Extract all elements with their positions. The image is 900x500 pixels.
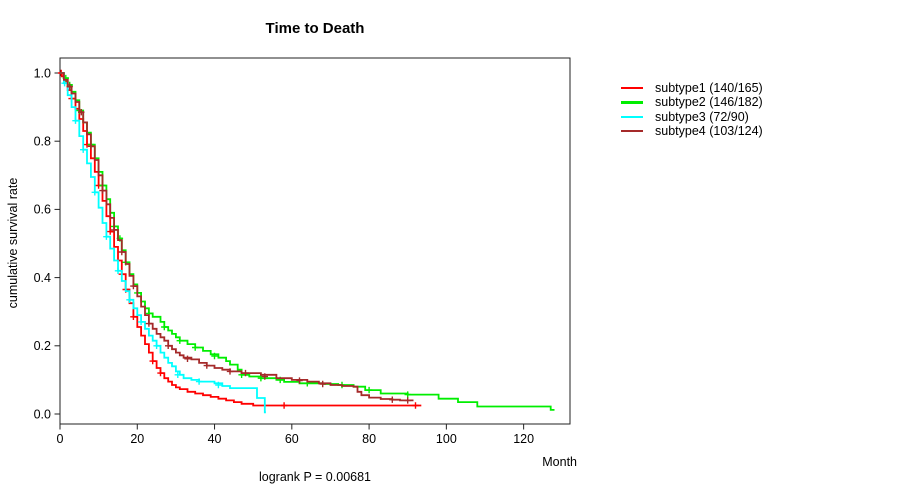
series-subtype4 (60, 72, 414, 404)
curve-subtype1 (60, 72, 422, 407)
legend-label-subtype3: subtype3 (72/90) (655, 109, 749, 124)
curve-subtype4 (60, 72, 414, 402)
legend-line-subtype1 (621, 86, 643, 90)
x-axis-label: Month (542, 455, 577, 469)
legend-item-subtype3: subtype3 (72/90) (621, 110, 763, 124)
censor-marks-subtype4 (66, 83, 411, 404)
y-axis: 0.0 0.2 0.4 0.6 0.8 1.0 (34, 66, 60, 421)
chart-title: Time to Death (265, 20, 365, 37)
axes (59, 57, 571, 425)
legend-item-subtype2: subtype2 (146/182) (621, 95, 763, 109)
x-tick-label: 100 (436, 432, 457, 446)
curve-subtype2 (60, 72, 555, 411)
y-tick-label: 0.0 (34, 407, 51, 421)
legend-line-subtype2 (621, 101, 643, 104)
legend-line-subtype3 (621, 115, 643, 118)
legend: subtype1 (140/165) subtype2 (146/182) su… (621, 81, 763, 138)
x-tick-label: 80 (362, 432, 376, 446)
x-tick-label: 0 (57, 432, 64, 446)
legend-label-subtype2: subtype2 (146/182) (655, 95, 763, 110)
x-axis: 0 20 40 60 80 100 120 (57, 424, 534, 446)
censor-marks-subtype3 (61, 80, 222, 389)
curve-subtype3 (60, 72, 266, 414)
series-subtype2 (60, 72, 555, 411)
series-subtype3 (60, 72, 266, 414)
x-tick-label: 20 (130, 432, 144, 446)
x-tick-label: 60 (285, 432, 299, 446)
y-tick-label: 0.2 (34, 339, 51, 353)
legend-item-subtype1: subtype1 (140/165) (621, 81, 763, 95)
censor-marks-subtype1 (58, 69, 419, 409)
y-tick-label: 0.4 (34, 271, 51, 285)
legend-label-subtype1: subtype1 (140/165) (655, 81, 763, 95)
x-tick-label: 40 (208, 432, 222, 446)
legend-line-subtype4 (621, 129, 643, 133)
x-tick-label: 120 (513, 432, 534, 446)
legend-label-subtype4: subtype4 (103/124) (655, 123, 763, 138)
y-axis-label: cumulative survival rate (6, 177, 20, 309)
y-tick-label: 0.8 (34, 135, 51, 149)
y-tick-label: 0.6 (34, 203, 51, 217)
logrank-p-annotation: logrank P = 0.00681 (258, 470, 371, 484)
series-subtype1 (58, 69, 422, 409)
legend-item-subtype4: subtype4 (103/124) (621, 124, 763, 138)
y-tick-label: 1.0 (34, 66, 51, 80)
